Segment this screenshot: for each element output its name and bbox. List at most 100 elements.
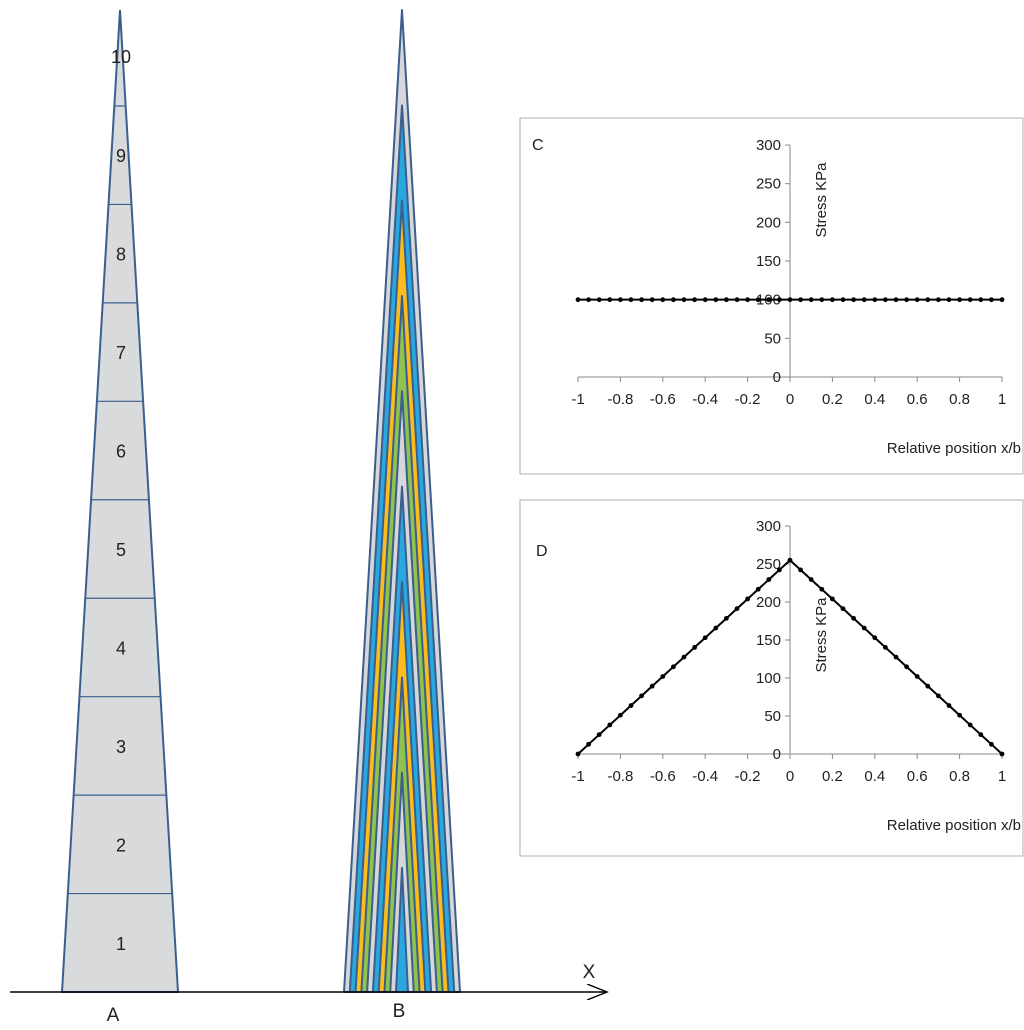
- data-point: [893, 654, 899, 660]
- data-point: [702, 635, 708, 641]
- y-tick-label: 250: [756, 556, 781, 573]
- data-point: [925, 683, 931, 689]
- data-point: [798, 567, 803, 573]
- data-point: [872, 635, 878, 641]
- segment-label: 4: [116, 638, 126, 658]
- x-axis-label: X: [583, 962, 596, 983]
- data-point: [671, 664, 676, 670]
- data-point: [745, 596, 750, 602]
- chart-d: -1 -0.8 -0.6 -0.4 -0.2 0 0.2 0.4 0.6 0.8 1 0 50 100 15…: [519, 499, 1024, 857]
- data-point: [787, 297, 793, 303]
- data-point: [755, 586, 761, 592]
- data-point: [967, 722, 973, 728]
- data-point: [808, 297, 814, 303]
- data-point: [586, 741, 591, 747]
- data-point: [724, 297, 729, 303]
- segment-label: 6: [116, 442, 126, 462]
- data-point: [607, 297, 613, 303]
- y-tick-label: 300: [756, 137, 781, 154]
- x-tick-label: 0.4: [864, 391, 885, 408]
- data-point: [639, 297, 644, 303]
- data-point: [766, 297, 772, 303]
- data-point: [861, 297, 867, 303]
- segment-label: 5: [116, 540, 126, 560]
- data-point: [883, 297, 888, 303]
- x-tick-label: -0.2: [735, 391, 761, 408]
- data-point: [628, 297, 634, 303]
- y-axis-title: Stress KPa: [813, 597, 830, 673]
- x-tick-label: 0.2: [822, 768, 843, 785]
- segment-label: 3: [116, 737, 126, 757]
- data-point: [575, 297, 581, 303]
- data-point: [893, 297, 899, 303]
- x-tick-label: -0.6: [650, 391, 676, 408]
- panel-label-d: D: [536, 543, 548, 560]
- segment-label: 7: [116, 343, 126, 363]
- x-tick-label: -0.2: [735, 768, 761, 785]
- y-tick-label: 0: [773, 369, 781, 386]
- x-tick-label: 0: [786, 768, 794, 785]
- x-tick-label: 1: [998, 391, 1006, 408]
- data-point: [777, 567, 782, 573]
- data-point: [946, 703, 952, 708]
- y-tick-label: 50: [764, 708, 781, 725]
- segment-label: 1: [116, 934, 126, 954]
- data-point: [755, 297, 761, 303]
- x-tick-label: -1: [571, 768, 584, 785]
- y-tick-label: 50: [764, 330, 781, 347]
- data-point: [946, 297, 952, 303]
- y-tick-label: 100: [756, 670, 781, 687]
- data-point: [777, 297, 782, 303]
- segment-label: 9: [116, 146, 126, 166]
- data-point: [967, 297, 973, 303]
- data-point: [989, 741, 994, 747]
- data-point: [660, 674, 666, 679]
- panel-label-a: A: [107, 1005, 120, 1026]
- y-tick-label: 150: [756, 632, 781, 649]
- data-point: [660, 297, 666, 303]
- x-tick-label: 0.6: [907, 391, 928, 408]
- data-point: [702, 297, 708, 303]
- data-point: [925, 297, 931, 303]
- panel-label-b: B: [393, 1001, 406, 1022]
- data-point: [713, 297, 719, 303]
- data-point: [883, 645, 888, 650]
- y-tick-label: 200: [756, 214, 781, 231]
- data-point: [904, 664, 909, 670]
- segment-label: 2: [116, 835, 126, 855]
- data-point: [734, 606, 740, 612]
- x-tick-label: 0.4: [864, 768, 885, 785]
- data-point: [586, 297, 591, 303]
- data-point: [830, 596, 835, 602]
- data-point: [607, 722, 613, 728]
- x-tick-label: -0.8: [607, 768, 633, 785]
- segment-label: 10: [111, 47, 131, 67]
- panel-label-c: C: [532, 137, 544, 154]
- data-point: [692, 297, 697, 303]
- y-tick-label: 0: [773, 746, 781, 763]
- data-point: [914, 297, 920, 303]
- data-point: [978, 732, 984, 738]
- x-tick-label: 0.8: [949, 768, 970, 785]
- x-tick-label: 1: [998, 768, 1006, 785]
- data-point: [618, 297, 623, 303]
- data-point: [639, 693, 644, 699]
- y-tick-label: 150: [756, 253, 781, 270]
- data-point: [596, 297, 602, 303]
- data-point: [596, 732, 602, 738]
- x-tick-label: -1: [571, 391, 584, 408]
- x-axis-title: Relative position x/b: [887, 440, 1021, 457]
- x-tick-label: 0.8: [949, 391, 970, 408]
- data-point: [692, 645, 697, 650]
- data-point: [766, 577, 772, 582]
- data-point: [649, 297, 655, 303]
- segment-label: 8: [116, 245, 126, 265]
- data-point: [861, 625, 867, 631]
- data-point: [999, 297, 1005, 303]
- data-point: [914, 674, 920, 679]
- data-point: [989, 297, 994, 303]
- data-point: [745, 297, 750, 303]
- data-point: [936, 693, 941, 699]
- chart-frame: [519, 117, 1024, 475]
